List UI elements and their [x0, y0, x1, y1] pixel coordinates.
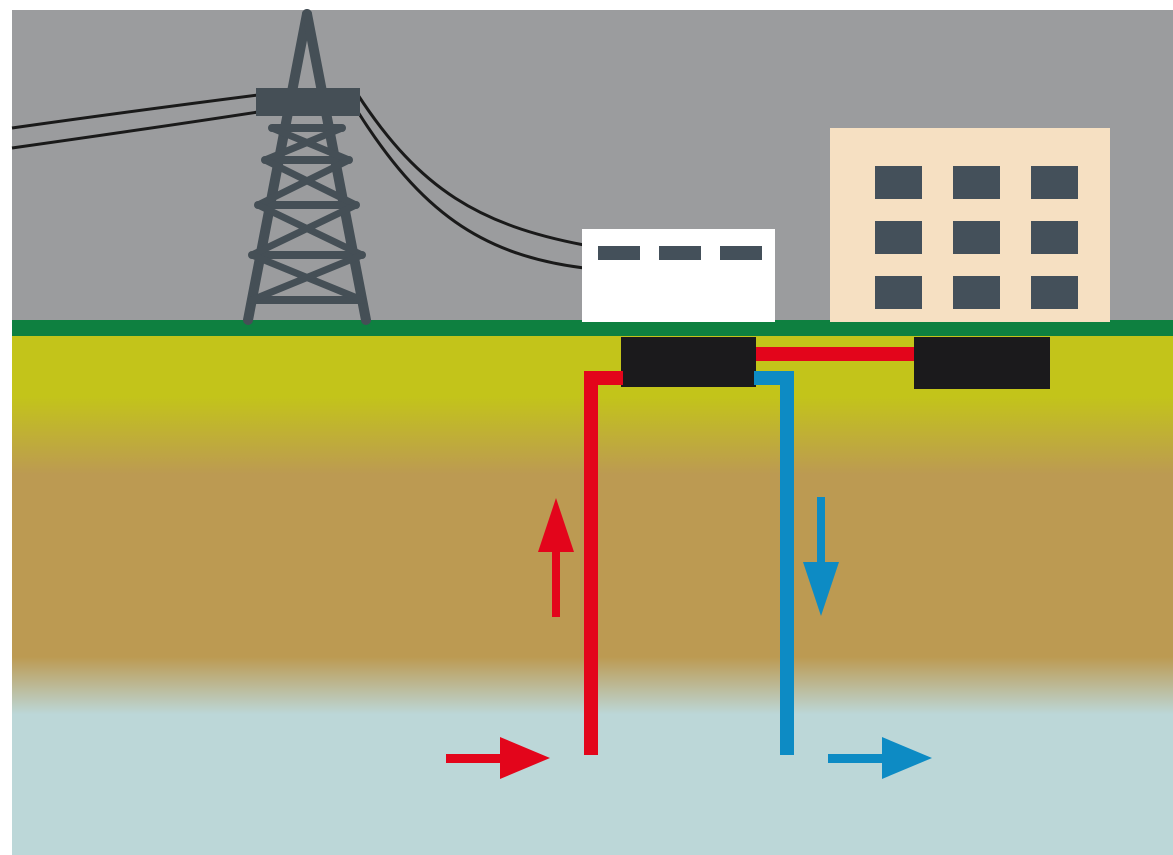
- hot-link-pipe: [750, 347, 918, 361]
- cold-return-pipe: [754, 371, 794, 755]
- hot-supply-pipe: [584, 371, 623, 755]
- flow-in-arrow-icon: [446, 737, 550, 779]
- grass-line: [12, 320, 1173, 336]
- flow-down-arrow-icon: [803, 497, 839, 616]
- station-windows: [598, 246, 762, 260]
- flow-up-arrow-icon: [538, 498, 574, 617]
- heat-exchanger-icon: [914, 337, 1050, 389]
- flow-out-arrow-icon: [828, 737, 932, 779]
- pylon-crossarm: [256, 88, 360, 116]
- heat-pump-unit-icon: [621, 337, 756, 387]
- power-lines: [11, 93, 585, 270]
- building-windows: [875, 166, 1078, 309]
- power-pylon-icon: [243, 9, 371, 325]
- pump-station-icon: [582, 229, 775, 322]
